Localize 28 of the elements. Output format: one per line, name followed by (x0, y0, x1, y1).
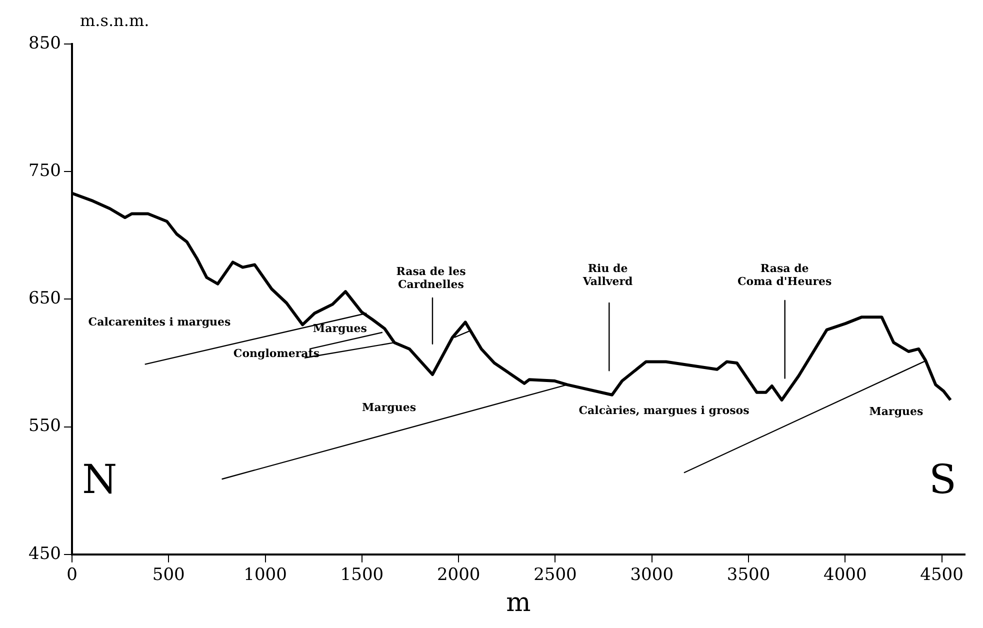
annotation: S (928, 456, 956, 503)
annotation: Conglomerats (233, 347, 320, 360)
y-tick-label: 550 (28, 416, 61, 436)
annotation: Rasa de Coma d'Heures (738, 262, 832, 288)
x-tick-label: 3000 (630, 565, 674, 586)
y-axis-title: m.s.n.m. (80, 11, 150, 30)
x-tick-label: 2000 (436, 565, 480, 586)
y-tick-label: 750 (28, 161, 61, 182)
x-tick-label: 1500 (340, 565, 384, 586)
y-tick-label: 450 (28, 544, 61, 564)
annotation: Margues (312, 322, 367, 336)
annotation: Calcàries, margues i grosos (578, 404, 750, 417)
x-tick-label: 1000 (244, 565, 287, 586)
x-tick-label: 0 (66, 565, 78, 586)
annotation: Margues (869, 404, 924, 418)
annotation: Margues (362, 400, 416, 414)
x-tick-label: 4000 (824, 565, 867, 586)
x-tick-label: 4500 (920, 565, 964, 586)
y-tick-label: 850 (28, 33, 61, 54)
annotation: Riu de Vallverd (582, 262, 634, 288)
x-tick-label: 500 (152, 565, 185, 586)
x-tick-label: 3500 (726, 565, 770, 586)
x-tick-label: 2500 (534, 565, 577, 586)
y-tick-label: 650 (28, 288, 61, 309)
x-axis-title: m (506, 588, 531, 618)
annotation: N (82, 456, 118, 503)
annotation: Rasa de les Cardnelles (396, 265, 466, 292)
annotation: Calcarenites i margues (88, 316, 231, 329)
